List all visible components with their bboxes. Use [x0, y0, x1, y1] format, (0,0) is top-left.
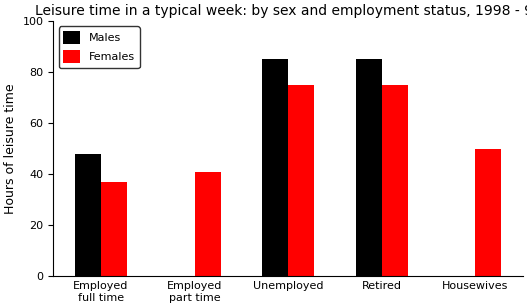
- Bar: [194, 172, 221, 276]
- Bar: [101, 182, 127, 276]
- Bar: [75, 154, 101, 276]
- Bar: [382, 85, 408, 276]
- Bar: [288, 85, 314, 276]
- Bar: [262, 59, 288, 276]
- Bar: [356, 59, 382, 276]
- Bar: [475, 149, 502, 276]
- Legend: Males, Females: Males, Females: [59, 26, 140, 68]
- Title: Leisure time in a typical week: by sex and employment status, 1998 - 99: Leisure time in a typical week: by sex a…: [35, 4, 527, 18]
- Y-axis label: Hours of leisure time: Hours of leisure time: [4, 83, 17, 214]
